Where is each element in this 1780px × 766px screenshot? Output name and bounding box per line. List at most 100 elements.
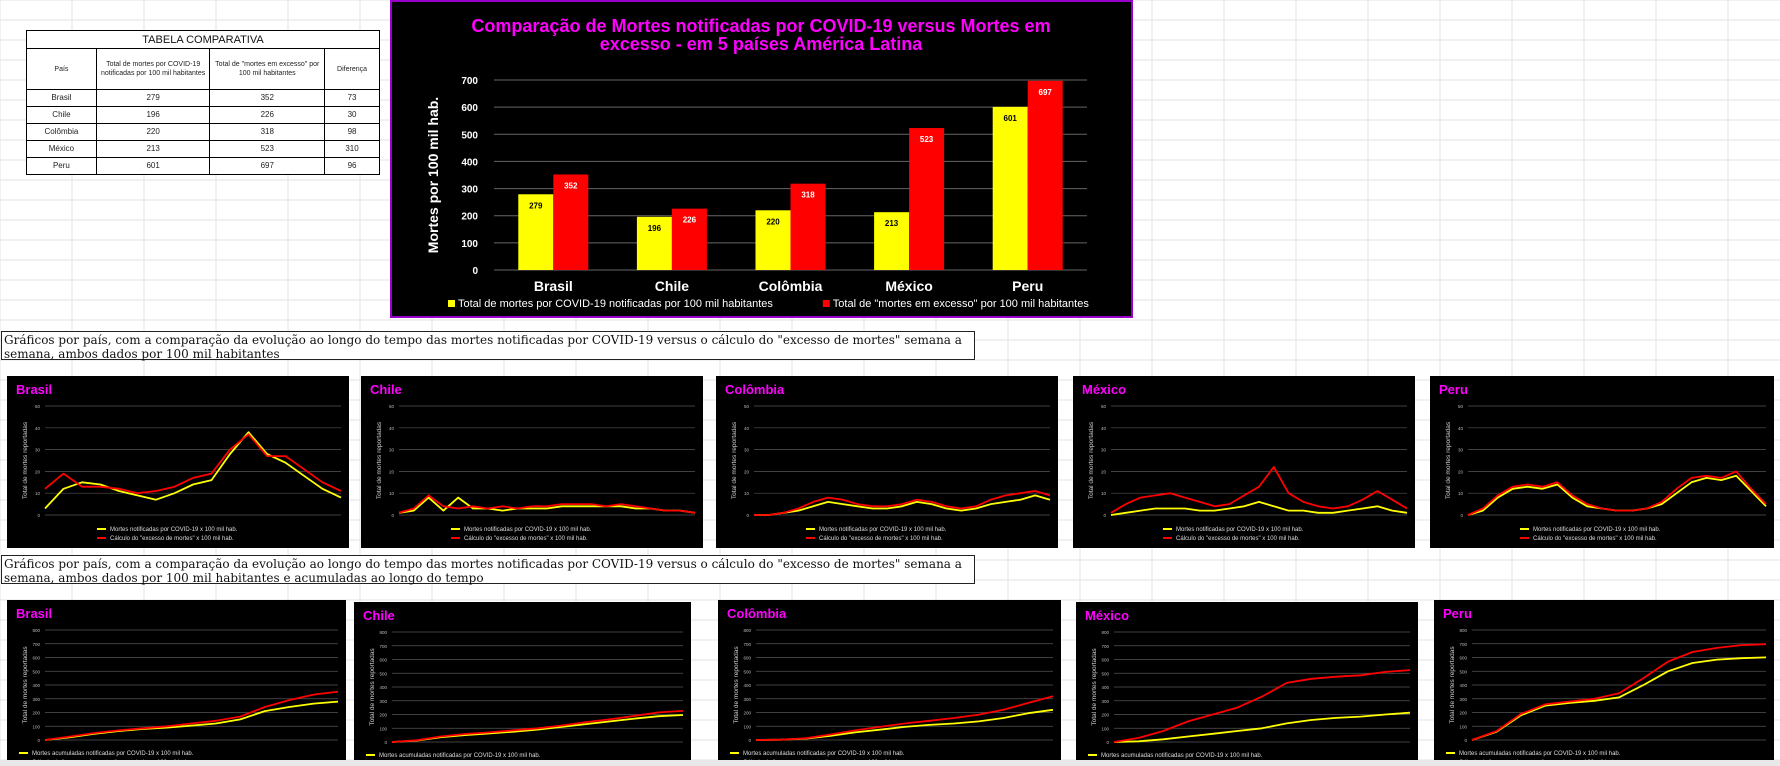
y-tick-label: 50 [744, 404, 750, 409]
y-tick-label: 800 [1101, 630, 1109, 635]
bottom-edge [0, 760, 1780, 766]
x-tick-label: Colômbia [759, 278, 823, 294]
series-line [1113, 669, 1411, 743]
y-tick-label: 0 [1106, 740, 1109, 745]
y-axis-label: Total de mortes reportadas [731, 421, 738, 499]
legend-swatch [822, 300, 830, 307]
bar-peru [1027, 80, 1063, 270]
y-tick-label: 40 [389, 426, 395, 431]
bar-chile [636, 216, 672, 270]
series-line [1110, 466, 1408, 514]
chart-title: Comparação de Mortes notificadas por COV… [471, 16, 1050, 54]
y-axis-label: Total de mortes reportadas [369, 648, 376, 726]
y-tick-label: 500 [32, 669, 40, 674]
data-label: 196 [648, 224, 662, 233]
chart-title: Peru [1439, 382, 1468, 397]
y-tick-label: 20 [1101, 469, 1107, 474]
y-axis-label: Total de mortes reportadas [1091, 648, 1098, 726]
y-tick-label: 40 [35, 426, 41, 431]
main-bar-chart: Comparação de Mortes notificadas por COV… [390, 0, 1133, 318]
y-tick-label: 500 [1459, 669, 1467, 674]
weekly-chart-mexico: 0 10 20 30 40 50 Total de mortes reportadas Mor… [1073, 376, 1415, 548]
series-line [44, 433, 342, 495]
chart-title: Colômbia [725, 382, 785, 397]
y-tick-label: 0 [391, 513, 394, 518]
y-tick-label: 400 [379, 685, 387, 690]
y-tick-label: 200 [1101, 713, 1109, 718]
legend-label: Total de "mortes em excesso" por 100 mil… [833, 298, 1090, 310]
y-tick-label: 30 [1458, 448, 1464, 453]
series-line [755, 708, 1054, 741]
y-tick-label: 30 [744, 448, 750, 453]
table-row: Brasil 279 352 73 [26, 89, 380, 107]
bar-colômbia [790, 183, 826, 270]
y-axis-label: Total de mortes reportadas [376, 421, 383, 499]
data-label: 220 [766, 217, 780, 226]
legend-swatch [448, 300, 455, 307]
chart-title: Colômbia [727, 606, 787, 621]
header-excess: Total de "mortes em excesso" por 100 mil… [209, 48, 326, 90]
weekly-chart-svg: 0 10 20 30 40 50 Total de mortes reportadas Mor… [1088, 404, 1408, 542]
series-line [1467, 474, 1767, 516]
y-axis-label: Total de mortes reportadas [1088, 421, 1095, 499]
y-tick-label: 700 [379, 644, 387, 649]
y-tick-label: 100 [379, 726, 387, 731]
y-tick-label: 300 [379, 699, 387, 704]
x-tick-label: Chile [655, 278, 689, 294]
legend-label: Total de mortes por COVID-19 notificadas… [458, 298, 773, 310]
chart-title: Chile [370, 382, 402, 397]
cell: 226 [209, 106, 326, 124]
y-axis-label: Total de mortes reportadas [1445, 421, 1452, 499]
y-tick-label: 0 [37, 738, 40, 743]
weekly-chart-brasil: 0 10 20 30 40 50 Total de mortes reportadas Mor… [7, 376, 349, 548]
y-tick-label: 100 [1459, 724, 1467, 729]
y-tick-label: 300 [743, 697, 751, 702]
y-tick-label: 700 [461, 76, 478, 87]
cumulative-chart-svg: 0 100 200 300 400 500 600 700 800 Total de mortes… [1446, 628, 1767, 762]
table-row: Chile 196 226 30 [26, 106, 380, 124]
y-tick-label: 0 [748, 738, 751, 743]
y-axis-label: Mortes por 100 mil hab. [425, 97, 441, 253]
cell: Chile [26, 106, 97, 124]
cell: 220 [95, 123, 211, 141]
weekly-chart-svg: 0 10 20 30 40 50 Total de mortes reportadas Mor… [1445, 404, 1767, 542]
cumulative-chart-brasil: 0 100 200 300 400 500 600 700 800 Total de mortes… [7, 600, 346, 762]
bar-chile [671, 208, 707, 270]
y-tick-label: 300 [461, 185, 478, 196]
series-line [1471, 656, 1767, 741]
data-label: 226 [683, 216, 697, 225]
y-tick-label: 10 [35, 491, 41, 496]
bar-brasil [518, 194, 554, 270]
cell: 523 [209, 140, 326, 158]
y-tick-label: 800 [1459, 628, 1467, 633]
y-tick-label: 20 [744, 469, 750, 474]
cell: 310 [324, 140, 380, 158]
y-tick-label: 300 [32, 697, 40, 702]
y-tick-label: 10 [389, 491, 395, 496]
legend-label: Cálculo do "excesso de mortes" x 100 mil… [1533, 536, 1657, 542]
legend-label: Mortes notificadas por COVID-19 x 100 mi… [1533, 527, 1661, 533]
x-tick-label: México [885, 278, 932, 294]
y-tick-label: 10 [1458, 491, 1464, 496]
series-line [1113, 711, 1411, 743]
y-tick-label: 800 [379, 630, 387, 635]
chart-title: Chile [363, 608, 395, 623]
y-tick-label: 30 [35, 448, 41, 453]
legend-label: Mortes acumuladas notificadas por COVID-… [1459, 751, 1621, 757]
bar-chart-svg: Comparação de Mortes notificadas por COV… [425, 16, 1090, 310]
y-tick-label: 600 [743, 656, 751, 661]
y-tick-label: 700 [32, 642, 40, 647]
y-axis-label: Total de mortes reportadas [22, 421, 29, 499]
y-tick-label: 0 [384, 740, 387, 745]
y-tick-label: 20 [1458, 469, 1464, 474]
bar-méxico [909, 128, 945, 270]
series-line [44, 431, 342, 510]
series-line [755, 695, 1054, 741]
table-row: Colômbia 220 318 98 [26, 123, 380, 141]
series-line [1471, 643, 1767, 741]
cumulative-chart-svg: 0 100 200 300 400 500 600 700 800 Total de mortes… [1088, 630, 1411, 759]
legend-label: Cálculo do "excesso de mortes" x 100 mil… [464, 536, 588, 542]
weekly-chart-colombia: 0 10 20 30 40 50 Total de mortes reportadas Mor… [716, 376, 1058, 548]
y-tick-label: 500 [379, 671, 387, 676]
y-tick-label: 400 [1459, 683, 1467, 688]
